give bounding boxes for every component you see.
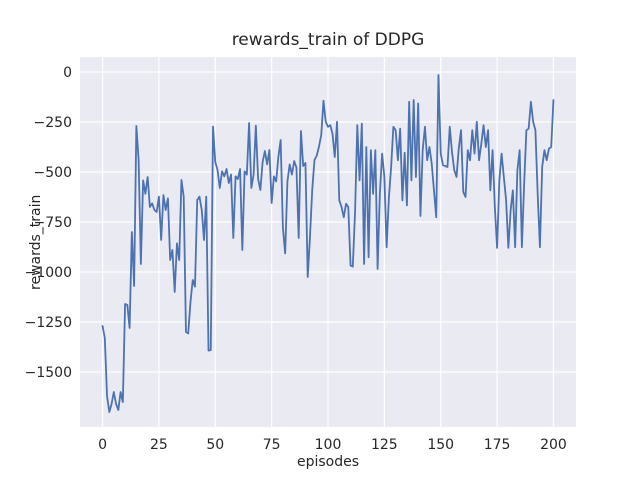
series-line <box>101 74 555 413</box>
x-tick-label: 75 <box>263 437 281 453</box>
x-axis-label: episodes <box>296 454 360 470</box>
x-tick-label: 25 <box>150 437 168 453</box>
y-tick-label: 0 <box>63 65 72 81</box>
y-tick-label: −500 <box>34 165 72 181</box>
x-tick-label: 125 <box>371 437 398 453</box>
x-tick-label: 150 <box>427 437 454 453</box>
y-tick-label: −1000 <box>25 265 72 281</box>
y-tick-label: −250 <box>34 115 72 131</box>
x-tick-label: 175 <box>484 437 511 453</box>
y-tick-label: −1500 <box>25 365 72 381</box>
x-tick-label: 100 <box>315 437 342 453</box>
x-tick-label: 200 <box>540 437 567 453</box>
y-tick-label: −1250 <box>25 315 72 331</box>
y-axis-label: rewards_train <box>28 194 44 290</box>
chart-title: rewards_train of DDPG <box>231 30 425 50</box>
y-tick-label: −750 <box>34 215 72 231</box>
x-tick-label: 0 <box>98 437 107 453</box>
x-tick-label: 50 <box>206 437 224 453</box>
